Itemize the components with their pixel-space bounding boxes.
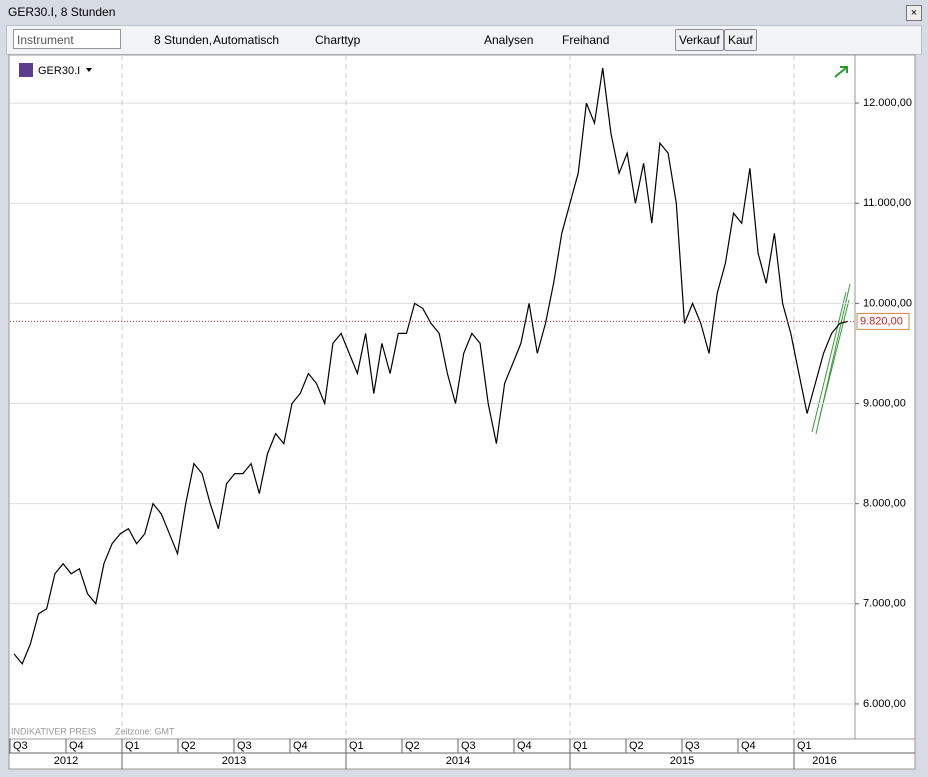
quarter-label: Q4 bbox=[293, 740, 308, 752]
chart-type[interactable]: Charttyp bbox=[315, 33, 361, 47]
quarter-label: Q2 bbox=[629, 740, 644, 752]
footer-price: INDIKATIVER PREIS bbox=[11, 726, 96, 736]
plot-area bbox=[8, 54, 856, 740]
trend-channel bbox=[818, 299, 850, 421]
year-label: 2012 bbox=[54, 755, 78, 767]
quarter-label: Q3 bbox=[13, 740, 28, 752]
toolbar bbox=[6, 25, 922, 55]
y-axis-area bbox=[854, 54, 916, 740]
quarter-label: Q4 bbox=[741, 740, 756, 752]
quarter-label: Q1 bbox=[797, 740, 812, 752]
y-tick-label: 7.000,00 bbox=[863, 598, 906, 610]
cfd-icon bbox=[19, 63, 33, 77]
footer-timezone: Zeitzone: GMT bbox=[115, 726, 175, 736]
quarter-label: Q3 bbox=[685, 740, 700, 752]
year-label: 2015 bbox=[670, 755, 694, 767]
year-label: 2014 bbox=[446, 755, 470, 767]
quarter-label: Q4 bbox=[69, 740, 84, 752]
y-tick-label: 10.000,00 bbox=[863, 297, 912, 309]
year-label: 2013 bbox=[222, 755, 246, 767]
quarter-label: Q3 bbox=[461, 740, 476, 752]
window-title: GER30.I, 8 Stunden bbox=[8, 5, 116, 19]
y-tick-label: 8.000,00 bbox=[863, 498, 906, 510]
buy-button[interactable]: Kauf bbox=[724, 29, 757, 51]
year-label: 2016 bbox=[812, 755, 836, 767]
instrument-label: GER30.I bbox=[38, 65, 80, 77]
quarter-label: Q1 bbox=[573, 740, 588, 752]
current-price-label: 9.820,00 bbox=[860, 315, 903, 327]
trend-channel bbox=[811, 291, 847, 433]
interval[interactable]: 8 Stunden, bbox=[154, 33, 213, 47]
y-tick-label: 6.000,00 bbox=[863, 698, 906, 710]
quarter-label: Q1 bbox=[349, 740, 364, 752]
scale[interactable]: Automatisch bbox=[213, 33, 280, 47]
sell-button[interactable]: Verkauf bbox=[675, 29, 724, 51]
current-price-box bbox=[856, 312, 910, 330]
quarter-label: Q2 bbox=[181, 740, 196, 752]
quarter-label: Q1 bbox=[125, 740, 140, 752]
quarter-label: Q4 bbox=[517, 740, 532, 752]
analyses[interactable]: Analysen bbox=[484, 33, 534, 47]
quarter-label: Q3 bbox=[237, 740, 252, 752]
quarter-label: Q2 bbox=[405, 740, 420, 752]
freehand[interactable]: Freihand bbox=[562, 33, 610, 47]
instrument-input[interactable]: Instrument bbox=[13, 29, 121, 49]
y-tick-label: 9.000,00 bbox=[863, 397, 906, 409]
y-tick-label: 12.000,00 bbox=[863, 97, 912, 109]
price-line bbox=[13, 67, 849, 666]
dropdown-arrow bbox=[86, 68, 92, 72]
y-tick-label: 11.000,00 bbox=[863, 197, 911, 209]
trend-icon bbox=[834, 66, 848, 78]
close-button[interactable]: × bbox=[906, 5, 922, 21]
x-axis-area bbox=[8, 738, 916, 770]
trend-channel bbox=[815, 283, 851, 435]
